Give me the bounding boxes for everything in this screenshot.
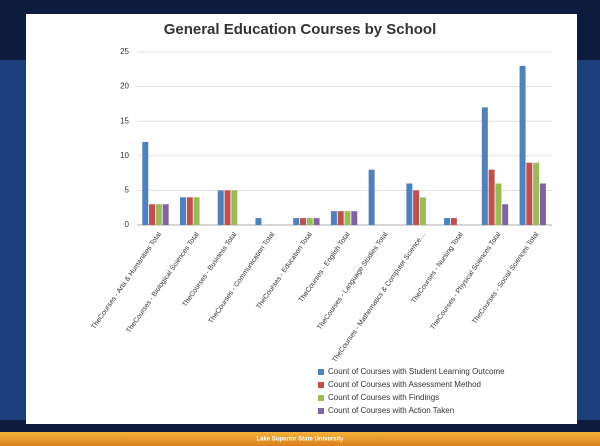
legend-swatch [318, 382, 324, 388]
legend-swatch [318, 369, 324, 375]
bar [539, 183, 546, 225]
bar [444, 218, 451, 225]
bar [406, 183, 413, 225]
bar [419, 197, 426, 225]
bar [149, 204, 156, 225]
legend-label: Count of Courses with Student Learning O… [328, 367, 505, 376]
y-tick-label: 20 [120, 82, 129, 91]
bar [344, 211, 351, 225]
legend-swatch [318, 395, 324, 401]
bar [413, 190, 420, 225]
chart-title: General Education Courses by School [164, 21, 437, 38]
bar [186, 197, 193, 225]
y-tick-label: 15 [120, 116, 129, 125]
legend-label: Count of Courses with Assessment Method [328, 380, 481, 389]
legend-label: Count of Courses with Action Taken [328, 406, 454, 415]
bar [313, 218, 320, 225]
bar [351, 211, 358, 225]
bar [193, 197, 200, 225]
bar [299, 218, 306, 225]
bar [142, 141, 149, 225]
y-tick-label: 25 [120, 47, 129, 56]
bar [306, 218, 313, 225]
bar [368, 169, 375, 225]
bar [155, 204, 162, 225]
bar [488, 169, 495, 225]
y-tick-label: 5 [125, 186, 130, 195]
footer-bar [0, 432, 600, 446]
bar [481, 107, 488, 225]
bar [162, 204, 169, 225]
bar [180, 197, 186, 225]
bar [231, 190, 238, 225]
bar [502, 204, 509, 225]
left-stripe [0, 60, 26, 420]
bar [224, 190, 231, 225]
bar [293, 218, 300, 225]
bar [519, 65, 526, 225]
bar [450, 218, 457, 225]
y-tick-label: 10 [120, 151, 129, 160]
legend-label: Count of Courses with Findings [328, 393, 439, 402]
y-tick-label: 0 [125, 220, 130, 229]
bar [330, 211, 337, 225]
bar [533, 162, 540, 225]
bar [495, 183, 502, 225]
bar [255, 218, 262, 225]
bar [337, 211, 344, 225]
footer-text: Lake Superior State University [256, 437, 344, 443]
legend-swatch [318, 408, 324, 414]
bar [526, 162, 533, 225]
bar [217, 190, 224, 225]
right-stripe [577, 60, 600, 420]
